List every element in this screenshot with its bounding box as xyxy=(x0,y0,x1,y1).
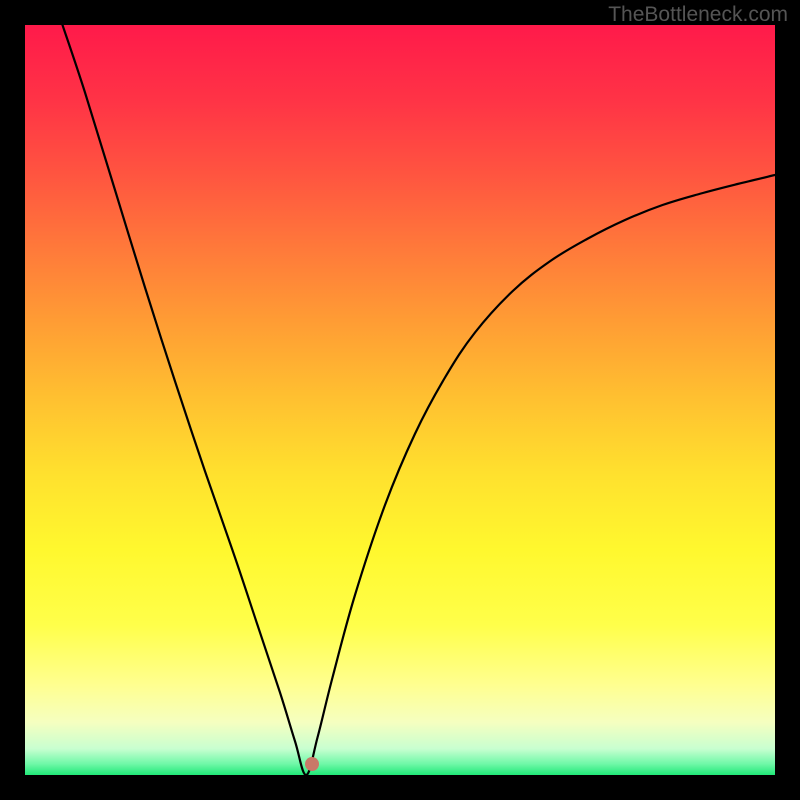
watermark-text: TheBottleneck.com xyxy=(608,3,788,27)
bottleneck-curve xyxy=(25,25,775,775)
plot-area xyxy=(25,25,775,775)
minimum-marker xyxy=(305,757,319,771)
